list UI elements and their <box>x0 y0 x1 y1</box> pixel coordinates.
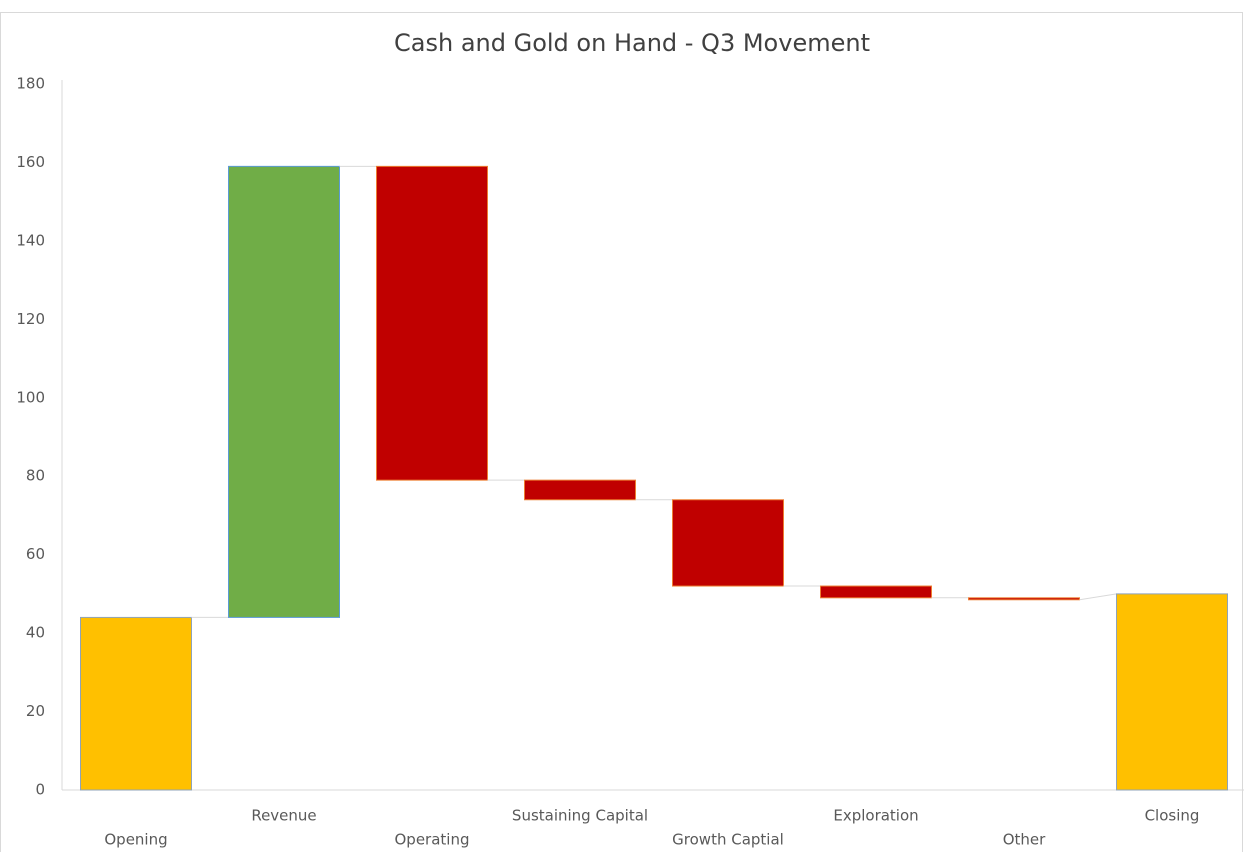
x-tick-label: Growth Captial <box>672 831 784 849</box>
connector <box>1079 593 1117 601</box>
chart-frame <box>0 12 1243 852</box>
y-tick-label: 180 <box>16 75 45 93</box>
bar <box>672 499 784 587</box>
bar <box>228 165 340 618</box>
x-tick-label: Operating <box>395 831 470 849</box>
y-tick-label: 20 <box>26 702 45 720</box>
y-tick-label: 100 <box>16 388 45 406</box>
bar <box>524 479 636 501</box>
y-tick-label: 160 <box>16 153 45 171</box>
x-tick-label: Other <box>1003 831 1046 849</box>
x-tick-label: Closing <box>1145 807 1200 825</box>
bar <box>376 165 488 481</box>
x-tick-label: Sustaining Capital <box>512 807 648 825</box>
bar <box>968 597 1080 601</box>
y-tick-label: 140 <box>16 231 45 249</box>
x-tick-label: Exploration <box>833 807 918 825</box>
bar <box>820 585 932 599</box>
chart-title: Cash and Gold on Hand - Q3 Movement <box>394 29 870 57</box>
y-tick-label: 0 <box>35 781 45 799</box>
bar <box>1116 593 1228 791</box>
x-tick-label: Revenue <box>251 807 316 825</box>
x-tick-label: Opening <box>104 831 167 849</box>
y-tick-label: 120 <box>16 310 45 328</box>
y-tick-label: 60 <box>26 545 45 563</box>
y-tick-label: 80 <box>26 467 45 485</box>
bar <box>80 616 192 791</box>
y-tick-label: 40 <box>26 624 45 642</box>
